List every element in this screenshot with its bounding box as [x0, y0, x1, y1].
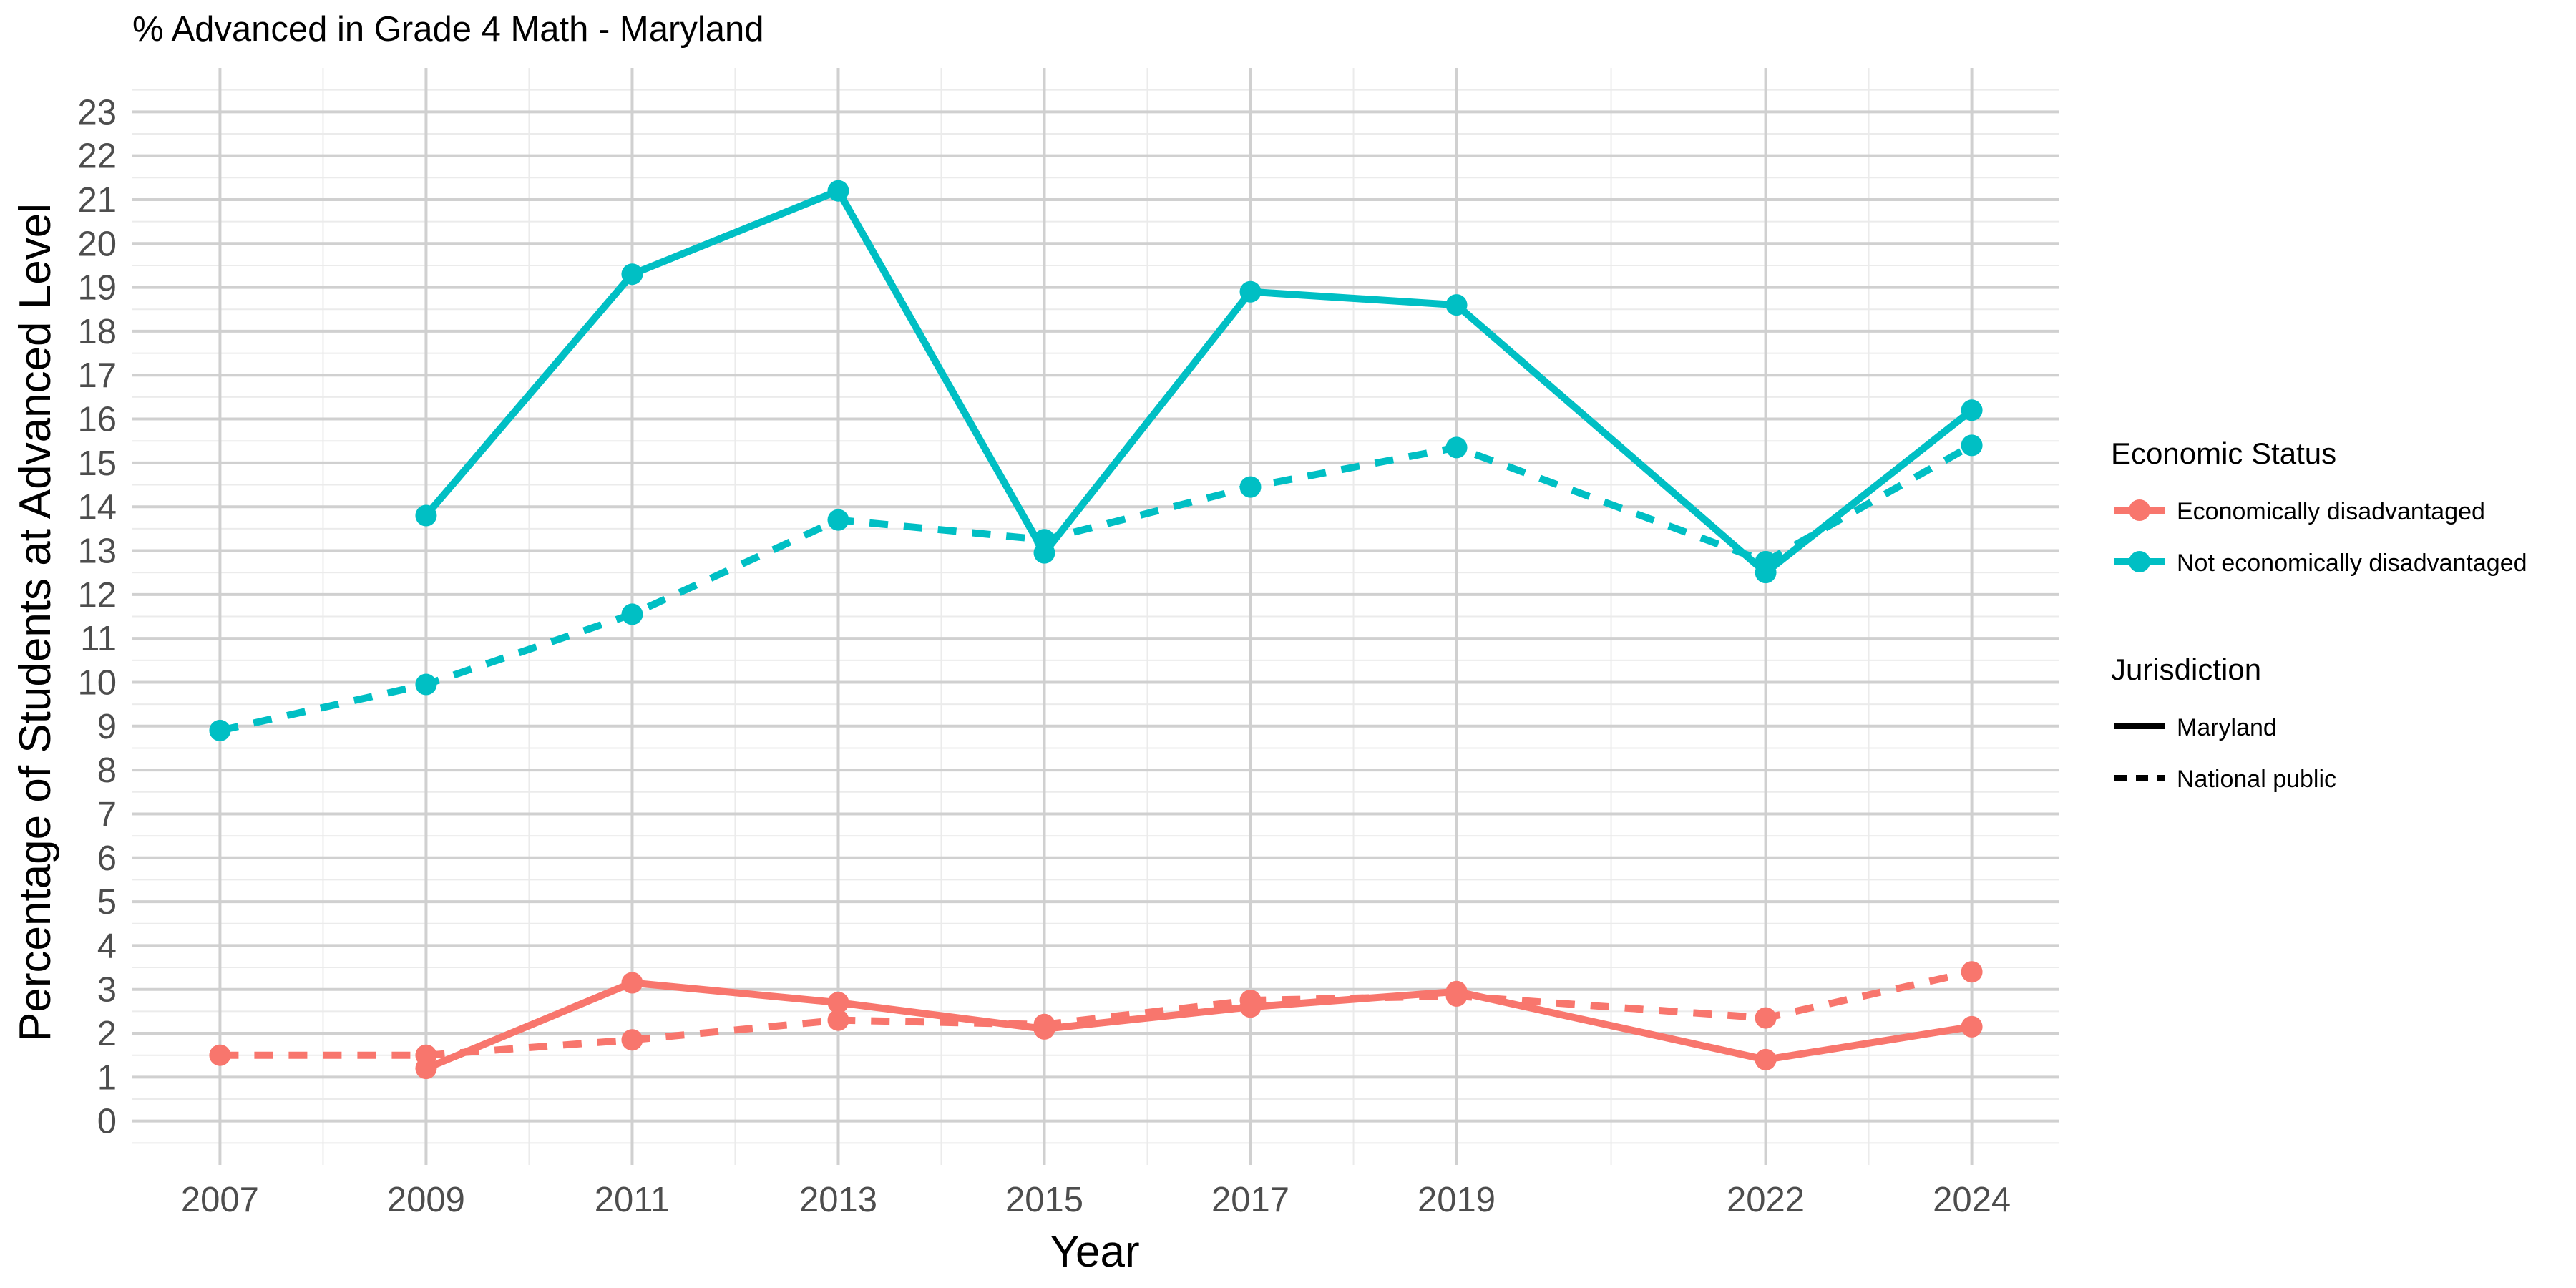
chart-title: % Advanced in Grade 4 Math - Maryland — [132, 10, 763, 49]
y-tick-label: 8 — [97, 751, 117, 790]
y-tick-label: 22 — [77, 137, 117, 176]
y-tick-label: 20 — [77, 225, 117, 263]
data-point — [621, 972, 643, 994]
legend-key-point — [2129, 499, 2150, 521]
data-points — [209, 180, 1983, 1080]
y-tick-label: 9 — [97, 708, 117, 746]
y-tick-label: 21 — [77, 181, 117, 220]
data-point — [1239, 990, 1262, 1012]
data-point — [827, 992, 849, 1014]
data-point — [1445, 985, 1468, 1007]
data-point — [1961, 434, 1983, 457]
y-tick-label: 14 — [77, 488, 117, 527]
series-line — [424, 979, 1973, 1072]
data-point — [1961, 399, 1983, 421]
data-point — [1961, 1015, 1983, 1038]
data-point — [827, 1009, 849, 1031]
x-tick-label: 2011 — [595, 1181, 670, 1219]
data-point — [1239, 280, 1262, 303]
legend-title-economic-status: Economic Status — [2111, 436, 2336, 470]
y-tick-label: 11 — [80, 620, 117, 658]
x-axis-title: Year — [1050, 1227, 1139, 1277]
x-tick-label: 2019 — [1418, 1181, 1496, 1219]
x-tick-label: 2017 — [1211, 1181, 1289, 1219]
x-tick-label: 2007 — [181, 1181, 259, 1219]
data-point — [1033, 1013, 1055, 1035]
data-point — [621, 263, 643, 286]
data-point — [415, 504, 437, 527]
y-tick-label: 17 — [77, 356, 117, 395]
y-tick-label: 16 — [77, 401, 117, 439]
data-point — [827, 180, 849, 202]
data-point — [621, 603, 643, 625]
legend-label: Economically disadvantaged — [2177, 498, 2485, 525]
data-point — [415, 673, 437, 696]
y-tick-label: 5 — [97, 883, 117, 922]
y-axis-title: Percentage of Students at Advanced Level — [11, 203, 60, 1042]
data-point — [1033, 529, 1055, 551]
legend-label: Maryland — [2177, 714, 2277, 741]
y-tick-label: 7 — [97, 795, 117, 834]
y-tick-label: 13 — [77, 532, 117, 571]
legend: Economic Status Economically disadvantage… — [2111, 436, 2527, 793]
y-tick-label: 6 — [97, 839, 117, 878]
data-point — [1755, 550, 1777, 572]
data-point — [1755, 1007, 1777, 1029]
y-tick-label: 0 — [97, 1103, 117, 1141]
axes: 0123456789101112131415161718192021222320… — [77, 93, 2011, 1219]
data-point — [209, 719, 231, 741]
y-tick-label: 4 — [97, 927, 117, 965]
x-tick-label: 2009 — [387, 1181, 465, 1219]
x-tick-label: 2015 — [1005, 1181, 1083, 1219]
series-line — [423, 187, 1974, 577]
y-tick-label: 15 — [77, 444, 117, 483]
x-tick-label: 2013 — [799, 1181, 877, 1219]
data-point — [415, 1044, 437, 1066]
legend-key-point — [2129, 551, 2150, 572]
data-point — [1239, 476, 1262, 498]
y-tick-label: 2 — [97, 1015, 117, 1053]
y-tick-label: 18 — [77, 313, 117, 351]
x-tick-label: 2024 — [1933, 1181, 2011, 1219]
data-point — [1445, 294, 1468, 316]
y-tick-label: 23 — [77, 93, 117, 132]
y-tick-label: 10 — [77, 663, 117, 702]
legend-label: National public — [2177, 766, 2336, 793]
y-tick-label: 1 — [97, 1058, 117, 1097]
data-point — [1755, 1048, 1777, 1070]
y-tick-label: 19 — [77, 269, 117, 308]
data-point — [621, 1029, 643, 1051]
y-tick-label: 12 — [77, 576, 117, 615]
data-point — [1445, 436, 1468, 459]
data-point — [209, 1044, 231, 1066]
data-point — [1961, 961, 1983, 983]
legend-title-jurisdiction: Jurisdiction — [2111, 653, 2261, 686]
y-tick-label: 3 — [97, 971, 117, 1010]
x-tick-label: 2022 — [1727, 1181, 1805, 1219]
data-point — [827, 509, 849, 531]
legend-label: Not economically disadvantaged — [2177, 550, 2527, 577]
